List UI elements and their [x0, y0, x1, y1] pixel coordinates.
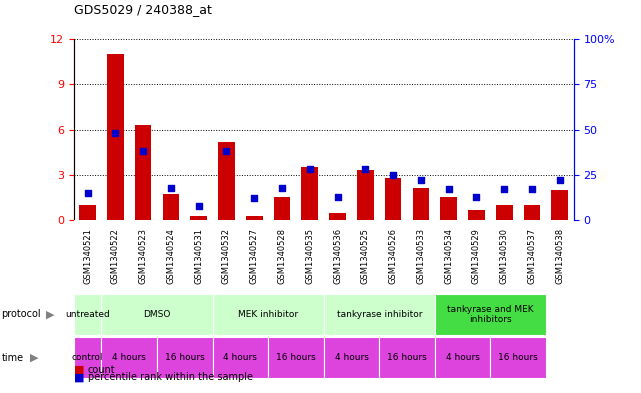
Bar: [213, 294, 324, 335]
Point: [360, 166, 370, 173]
Bar: [440, 197, 457, 220]
Text: GSM1340531: GSM1340531: [194, 228, 203, 285]
Point: [471, 193, 481, 200]
Point: [83, 190, 93, 196]
Point: [138, 148, 148, 154]
Text: 16 hours: 16 hours: [276, 353, 316, 362]
Point: [554, 177, 565, 184]
Bar: [301, 167, 318, 220]
Bar: [74, 294, 101, 335]
Bar: [324, 294, 435, 335]
Text: GSM1340536: GSM1340536: [333, 228, 342, 285]
Text: control: control: [72, 353, 103, 362]
Bar: [379, 337, 435, 378]
Text: time: time: [1, 353, 24, 363]
Point: [333, 193, 343, 200]
Text: tankyrase and MEK
inhibitors: tankyrase and MEK inhibitors: [447, 305, 534, 324]
Text: GSM1340523: GSM1340523: [138, 228, 147, 285]
Bar: [468, 209, 485, 220]
Text: ▶: ▶: [29, 353, 38, 363]
Text: 16 hours: 16 hours: [498, 353, 538, 362]
Bar: [413, 188, 429, 220]
Bar: [163, 195, 179, 220]
Point: [388, 172, 398, 178]
Text: protocol: protocol: [1, 309, 41, 320]
Point: [277, 184, 287, 191]
Text: GSM1340529: GSM1340529: [472, 228, 481, 285]
Text: MEK inhibitor: MEK inhibitor: [238, 310, 298, 319]
Text: GSM1340525: GSM1340525: [361, 228, 370, 285]
Point: [416, 177, 426, 184]
Text: GSM1340526: GSM1340526: [388, 228, 397, 285]
Text: GSM1340524: GSM1340524: [167, 228, 176, 285]
Bar: [213, 337, 268, 378]
Text: ■: ■: [74, 365, 84, 375]
Text: GDS5029 / 240388_at: GDS5029 / 240388_at: [74, 3, 212, 16]
Bar: [274, 197, 290, 220]
Text: percentile rank within the sample: percentile rank within the sample: [88, 373, 253, 382]
Text: 4 hours: 4 hours: [335, 353, 369, 362]
Bar: [435, 337, 490, 378]
Text: GSM1340534: GSM1340534: [444, 228, 453, 285]
Bar: [218, 142, 235, 220]
Text: GSM1340533: GSM1340533: [417, 228, 426, 285]
Bar: [190, 215, 207, 220]
Text: DMSO: DMSO: [144, 310, 171, 319]
Bar: [490, 337, 546, 378]
Bar: [324, 337, 379, 378]
Point: [166, 184, 176, 191]
Bar: [246, 215, 263, 220]
Text: ■: ■: [74, 373, 84, 382]
Bar: [268, 337, 324, 378]
Text: 16 hours: 16 hours: [387, 353, 427, 362]
Point: [110, 130, 121, 136]
Bar: [329, 213, 346, 220]
Point: [221, 148, 231, 154]
Bar: [107, 54, 124, 220]
Text: GSM1340537: GSM1340537: [528, 228, 537, 285]
Text: 4 hours: 4 hours: [112, 353, 146, 362]
Text: count: count: [88, 365, 115, 375]
Text: GSM1340522: GSM1340522: [111, 228, 120, 285]
Text: GSM1340527: GSM1340527: [250, 228, 259, 285]
Bar: [157, 337, 213, 378]
Text: 4 hours: 4 hours: [224, 353, 257, 362]
Text: GSM1340535: GSM1340535: [305, 228, 314, 285]
Point: [194, 202, 204, 209]
Bar: [101, 337, 157, 378]
Point: [304, 166, 315, 173]
Text: untreated: untreated: [65, 310, 110, 319]
Bar: [79, 205, 96, 220]
Text: GSM1340528: GSM1340528: [278, 228, 287, 285]
Text: 16 hours: 16 hours: [165, 353, 204, 362]
Text: ▶: ▶: [46, 309, 54, 320]
Bar: [135, 125, 151, 220]
Text: GSM1340530: GSM1340530: [500, 228, 509, 285]
Text: tankyrase inhibitor: tankyrase inhibitor: [337, 310, 422, 319]
Text: GSM1340521: GSM1340521: [83, 228, 92, 285]
Point: [527, 186, 537, 193]
Text: GSM1340538: GSM1340538: [555, 228, 564, 285]
Bar: [385, 178, 401, 220]
Bar: [74, 337, 101, 378]
Bar: [524, 205, 540, 220]
Bar: [357, 171, 374, 220]
Point: [444, 186, 454, 193]
Point: [499, 186, 510, 193]
Text: GSM1340532: GSM1340532: [222, 228, 231, 285]
Bar: [496, 205, 513, 220]
Bar: [551, 190, 568, 220]
Bar: [435, 294, 546, 335]
Point: [249, 195, 260, 202]
Text: 4 hours: 4 hours: [445, 353, 479, 362]
Bar: [101, 294, 213, 335]
